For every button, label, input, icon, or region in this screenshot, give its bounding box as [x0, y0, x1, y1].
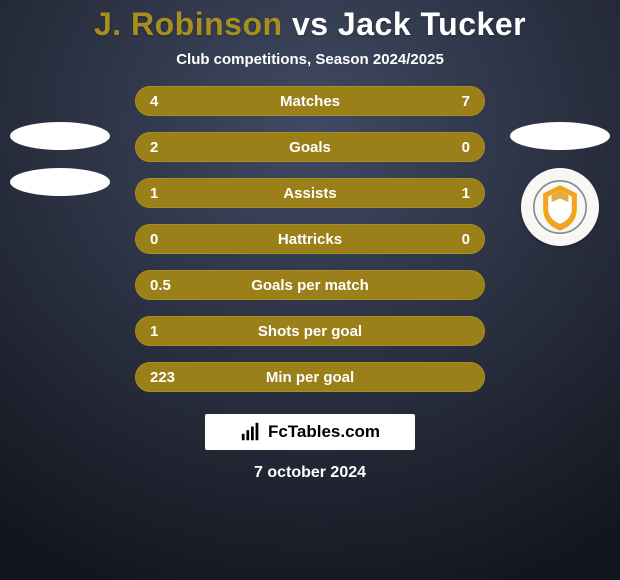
player2-club-badge [521, 168, 599, 246]
stat-label: Goals [136, 139, 484, 156]
stat-left-value: 223 [150, 363, 175, 391]
stat-row-min-per-goal: 223 Min per goal [135, 362, 485, 392]
mk-dons-badge-icon [533, 180, 587, 234]
branding-badge: FcTables.com [205, 414, 415, 450]
stat-label: Goals per match [136, 277, 484, 294]
stat-left-value: 4 [150, 87, 158, 115]
stat-row-goals-per-match: 0.5 Goals per match [135, 270, 485, 300]
stat-label: Min per goal [136, 369, 484, 386]
player1-name: J. Robinson [94, 6, 283, 42]
stat-right-value: 0 [462, 225, 470, 253]
generation-date: 7 october 2024 [254, 464, 366, 482]
stat-left-value: 1 [150, 317, 158, 345]
comparison-title: J. Robinson vs Jack Tucker [94, 6, 526, 43]
stat-row-assists: 1 Assists 1 [135, 178, 485, 208]
stat-label: Hattricks [136, 231, 484, 248]
stat-left-value: 1 [150, 179, 158, 207]
stat-left-value: 2 [150, 133, 158, 161]
stat-row-goals: 2 Goals 0 [135, 132, 485, 162]
stat-row-hattricks: 0 Hattricks 0 [135, 224, 485, 254]
subtitle: Club competitions, Season 2024/2025 [176, 51, 444, 68]
player1-club-placeholder [10, 168, 110, 196]
player2-photo-placeholder [510, 122, 610, 150]
player1-photo-placeholder [10, 122, 110, 150]
stat-right-value: 0 [462, 133, 470, 161]
stat-right-value: 1 [462, 179, 470, 207]
stat-left-value: 0 [150, 225, 158, 253]
branding-text: FcTables.com [268, 422, 380, 442]
stat-row-shots-per-goal: 1 Shots per goal [135, 316, 485, 346]
left-player-media [10, 122, 110, 196]
stat-row-matches: 4 Matches 7 [135, 86, 485, 116]
stat-right-value: 7 [462, 87, 470, 115]
stat-left-value: 0.5 [150, 271, 171, 299]
bar-chart-icon [240, 421, 262, 443]
stat-label: Assists [136, 185, 484, 202]
stat-label: Shots per goal [136, 323, 484, 340]
player2-name: Jack Tucker [338, 6, 526, 42]
stat-label: Matches [136, 93, 484, 110]
stat-rows: 4 Matches 7 2 Goals 0 1 Assists 1 0 Hatt… [135, 86, 485, 392]
right-player-media [510, 122, 610, 246]
vs-text: vs [292, 6, 338, 42]
